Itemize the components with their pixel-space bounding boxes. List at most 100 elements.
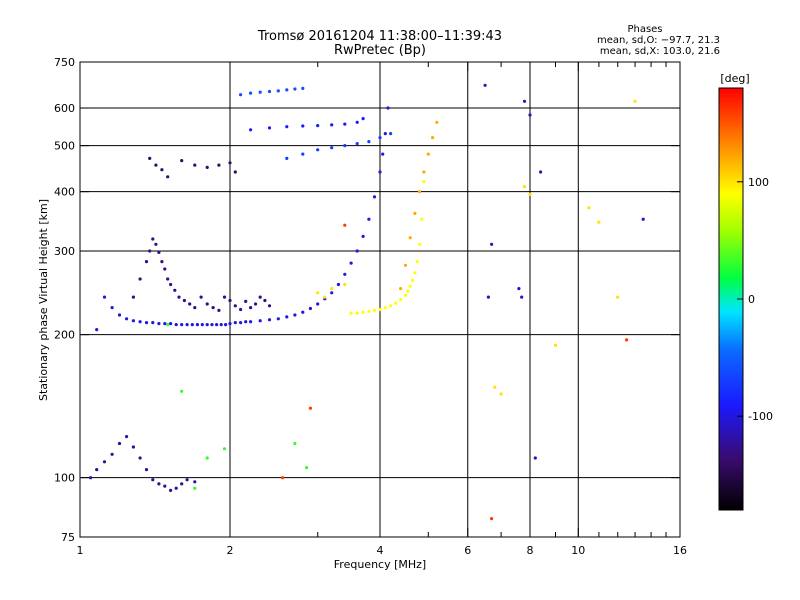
echo-point <box>222 447 227 451</box>
echo-point <box>343 272 347 276</box>
echo-point <box>163 322 167 326</box>
echo-point <box>185 323 189 327</box>
echo-point <box>228 161 232 165</box>
echo-point <box>372 308 377 312</box>
echo-point <box>378 170 382 174</box>
echo-point <box>163 267 167 271</box>
echo-point <box>301 86 305 90</box>
axis-ticks <box>79 61 681 538</box>
echo-point <box>378 307 382 312</box>
echo-point <box>633 99 637 103</box>
echo-point <box>308 406 312 410</box>
echo-point <box>361 117 365 121</box>
echo-point <box>131 319 135 323</box>
echo-point <box>522 99 527 103</box>
echo-point <box>199 295 203 299</box>
echo-point <box>417 242 422 246</box>
y-tick-label: 400 <box>54 186 75 199</box>
echo-point <box>253 302 258 306</box>
echo-point <box>336 282 340 287</box>
echo-point <box>244 320 248 324</box>
echo-point <box>483 83 487 87</box>
echo-point <box>174 486 178 490</box>
echo-point <box>180 482 184 486</box>
echo-point <box>389 304 393 308</box>
y-tick-label: 300 <box>54 245 75 258</box>
echo-point <box>276 317 280 321</box>
echo-point <box>403 263 408 267</box>
echo-point <box>301 124 305 128</box>
echo-point <box>293 87 297 91</box>
echo-point <box>301 152 305 156</box>
echo-point <box>151 478 155 482</box>
y-axis-label: Stationary phase Virtual Height [km] <box>37 199 50 401</box>
echo-point <box>285 88 289 92</box>
echo-point <box>520 295 524 299</box>
echo-point <box>355 142 359 146</box>
echo-point <box>110 306 114 310</box>
echo-point <box>408 284 412 288</box>
y-tick-label: 200 <box>54 329 75 342</box>
echo-point <box>160 168 164 172</box>
echo-point <box>435 120 439 124</box>
echo-point <box>493 385 497 389</box>
echo-point <box>517 287 521 291</box>
echo-point <box>138 277 142 281</box>
echo-point <box>490 242 494 246</box>
echo-point <box>267 304 272 308</box>
echo-point <box>408 236 412 240</box>
echo-point <box>330 287 334 291</box>
echo-point <box>403 293 408 297</box>
echo-point <box>217 163 221 167</box>
echo-point <box>263 298 267 303</box>
echo-point <box>383 132 387 136</box>
echo-point <box>293 441 297 446</box>
echo-point <box>267 318 272 322</box>
echo-point <box>367 140 371 144</box>
echo-point <box>102 295 107 299</box>
echo-point <box>95 468 99 472</box>
echo-point <box>233 304 237 308</box>
echo-point <box>154 242 158 246</box>
echo-point <box>157 250 161 254</box>
echo-point <box>249 91 253 95</box>
echo-point <box>378 136 382 140</box>
echo-point <box>422 180 426 184</box>
echo-point <box>144 468 149 472</box>
echo-point <box>361 310 365 314</box>
echo-point <box>205 456 209 460</box>
echo-point <box>343 223 347 227</box>
echo-point <box>597 220 601 224</box>
echo-point <box>553 343 558 347</box>
echo-point <box>117 441 122 446</box>
echo-point <box>316 124 320 128</box>
echo-point <box>180 159 184 163</box>
echo-point <box>372 195 377 199</box>
x-tick-label: 4 <box>377 544 384 557</box>
x-tick-label: 2 <box>227 544 234 557</box>
echo-point <box>210 323 214 327</box>
x-tick-labels: 1 2 4 6 8 10 16 <box>77 544 688 557</box>
echo-point <box>411 278 415 283</box>
echo-point <box>205 302 209 306</box>
y-tick-label: 500 <box>54 140 75 153</box>
echo-point <box>285 156 289 160</box>
echo-point <box>200 323 204 327</box>
echo-point <box>148 249 152 253</box>
echo-point <box>394 301 398 305</box>
echo-point <box>420 217 424 221</box>
x-tick-label: 8 <box>527 544 534 557</box>
echo-point <box>587 206 591 210</box>
echo-point <box>110 452 114 456</box>
echo-point <box>330 146 334 150</box>
echo-point <box>343 144 347 148</box>
echo-point <box>305 466 309 470</box>
echo-point <box>138 320 142 324</box>
chart-title: Tromsø 20161204 11:38:00–11:39:43 <box>257 29 502 44</box>
grid-lines <box>80 62 680 537</box>
y-tick-label: 75 <box>61 531 75 544</box>
echo-point <box>182 298 186 303</box>
echo-point <box>267 89 272 94</box>
chart-subtitle: RwPretec (Bp) <box>334 43 426 58</box>
echo-point <box>239 93 243 97</box>
